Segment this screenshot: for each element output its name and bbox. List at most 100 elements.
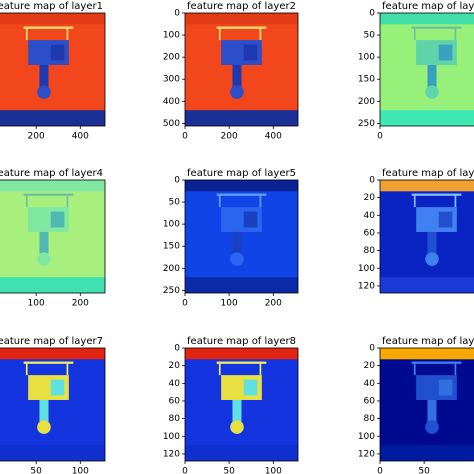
image-region: [259, 193, 262, 208]
image-region: [0, 445, 105, 461]
image-region: [413, 26, 416, 41]
x-tick-label: 100: [265, 467, 282, 474]
image-region: [0, 13, 105, 126]
x-tick-label: 400: [72, 132, 89, 142]
image-region: [380, 110, 474, 126]
image-region: [411, 193, 462, 196]
axes-frame: [0, 12, 106, 127]
y-tick-label: 200: [163, 264, 180, 274]
image-region: [185, 445, 298, 461]
image-region: [243, 44, 258, 61]
y-tick-label: 80: [364, 414, 376, 424]
image-region: [438, 44, 453, 61]
image-region: [230, 420, 244, 434]
image-region: [380, 180, 474, 293]
panel-title: feature map of layer7: [0, 336, 103, 347]
axes-frame: [184, 12, 299, 127]
image-region: [427, 399, 437, 423]
x-tick-label: 100: [221, 299, 238, 309]
y-tick-label: 300: [163, 75, 180, 85]
y-tick-label: 200: [358, 97, 375, 107]
image-region: [216, 26, 267, 29]
image-region: [50, 379, 65, 396]
y-tick-label: 50: [169, 198, 181, 208]
feature-map-image: [185, 348, 298, 461]
y-tick-label: 20: [364, 193, 376, 203]
x-tick-label: 100: [28, 299, 45, 309]
image-region: [218, 361, 221, 376]
y-tick-label: 0: [174, 9, 180, 19]
image-region: [0, 110, 105, 126]
image-region: [380, 445, 474, 461]
image-region: [37, 420, 51, 434]
image-region: [427, 64, 437, 88]
y-tick-label: 100: [163, 220, 180, 230]
image-region: [0, 180, 105, 192]
image-region: [230, 252, 244, 266]
x-tick-label: 200: [72, 299, 89, 309]
image-region: [0, 180, 105, 293]
panel-title: feature map of layer8: [187, 336, 296, 347]
image-region: [425, 85, 439, 99]
x-tick-label: 200: [265, 299, 282, 309]
y-tick-label: 0: [369, 9, 375, 19]
image-region: [425, 420, 439, 434]
y-tick-label: 150: [358, 75, 375, 85]
image-region: [23, 193, 74, 196]
x-tick-label: 50: [30, 467, 42, 474]
image-region: [259, 361, 262, 376]
feature-map-image: [380, 348, 474, 461]
axes-frame: [0, 347, 106, 462]
image-region: [50, 211, 65, 228]
feature-map-image: [0, 13, 105, 126]
image-region: [185, 110, 298, 126]
image-region: [0, 277, 105, 293]
image-region: [66, 26, 69, 41]
image-region: [39, 399, 49, 423]
y-tick-label: 120: [358, 449, 375, 459]
image-region: [411, 361, 462, 364]
image-region: [454, 26, 457, 41]
y-tick-label: 40: [364, 379, 376, 389]
image-region: [380, 348, 474, 461]
y-tick-label: 100: [358, 432, 375, 442]
x-tick-label: 200: [221, 132, 238, 142]
y-tick-label: 20: [169, 361, 181, 371]
x-tick-label: 0: [377, 132, 383, 142]
y-tick-label: 50: [364, 31, 376, 41]
image-region: [216, 193, 267, 196]
image-region: [413, 193, 416, 208]
x-tick-label: 50: [418, 467, 430, 474]
image-region: [185, 180, 298, 192]
y-tick-label: 60: [364, 396, 376, 406]
y-tick-label: 500: [163, 119, 180, 129]
image-region: [243, 211, 258, 228]
image-region: [427, 231, 437, 255]
axes-frame: [184, 179, 299, 294]
panel-title: feature map of layer1: [0, 1, 103, 12]
x-tick-label: 0: [182, 299, 188, 309]
x-tick-label: 0: [377, 467, 383, 474]
x-tick-label: 0: [182, 132, 188, 142]
feature-map-image: [380, 180, 474, 293]
feature-map-image: [380, 13, 474, 126]
image-region: [259, 26, 262, 41]
image-region: [0, 13, 105, 25]
feature-map-image: [185, 180, 298, 293]
y-tick-label: 100: [358, 53, 375, 63]
y-tick-label: 60: [169, 396, 181, 406]
image-region: [411, 26, 462, 29]
image-region: [0, 348, 105, 360]
y-tick-label: 250: [358, 119, 375, 129]
image-region: [50, 44, 65, 61]
x-tick-label: 400: [265, 132, 282, 142]
y-tick-label: 100: [358, 264, 375, 274]
image-region: [25, 26, 28, 41]
image-region: [66, 361, 69, 376]
image-region: [39, 231, 49, 255]
image-region: [216, 361, 267, 364]
y-tick-label: 80: [169, 414, 181, 424]
image-region: [380, 180, 474, 192]
image-region: [37, 85, 51, 99]
